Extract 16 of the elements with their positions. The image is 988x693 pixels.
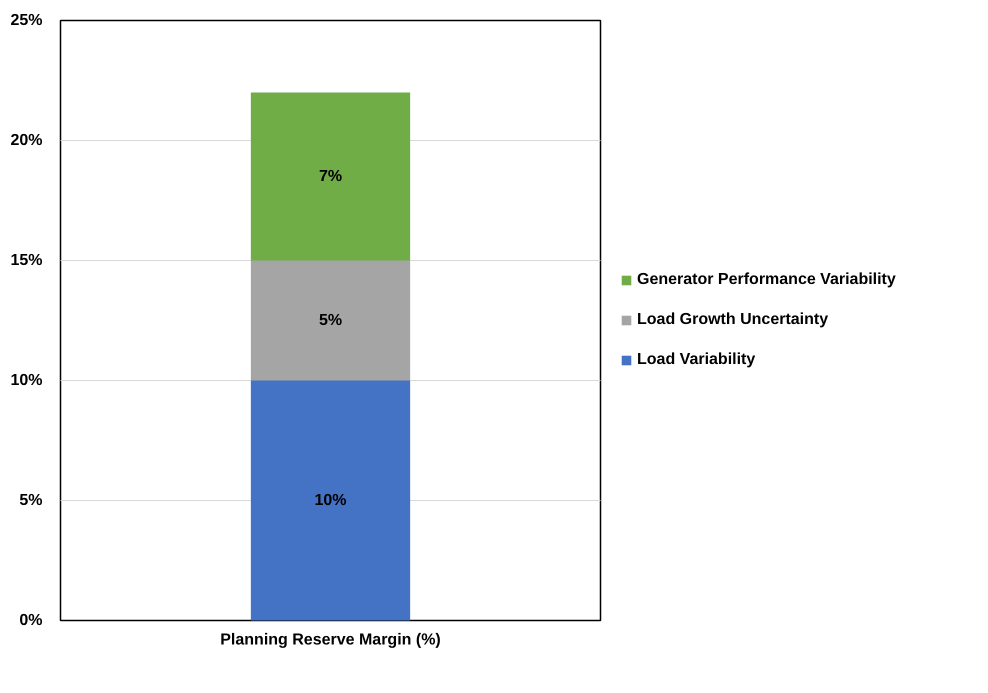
bar [250,380,410,620]
y-tick-label: 25% [10,12,43,29]
y-tick-label: 5% [19,492,42,509]
y-tick-label: 10% [10,372,43,389]
x-tick-label: Planning Reserve Margin (%) [220,632,441,648]
data-label: 5% [318,312,342,329]
bar [250,92,410,260]
data-label: 10% [314,492,347,509]
bar [250,260,410,380]
legend-label: Load Variability [637,351,756,369]
y-tick-label: 15% [10,252,43,269]
legend-label: Load Growth Uncertainty [637,311,828,329]
data-label: 7% [318,168,342,185]
y-tick-label: 20% [10,132,43,149]
legend-label: Generator Performance Variability [637,271,896,289]
y-tick-label: 0% [19,612,42,629]
